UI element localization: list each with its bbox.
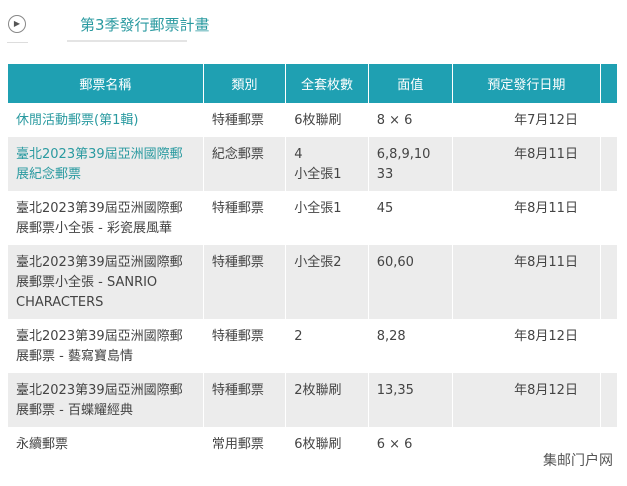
cell-type: 特種郵票: [203, 245, 287, 319]
table-row: 永續郵票 常用郵票 6枚聯刷 6 × 6: [8, 427, 619, 461]
cell-count: 6枚聯刷: [285, 103, 369, 137]
column-header: 面值: [368, 64, 453, 103]
cell-value: 8,28: [368, 319, 453, 373]
table-row: 臺北2023第39屆亞洲國際郵展郵票小全張 - SANRIO CHARACTER…: [8, 245, 619, 319]
cell-extra: [600, 137, 619, 191]
cell-count: 4 小全張1: [285, 137, 369, 191]
cell-count: 2: [285, 319, 369, 373]
cell-count: 2枚聯刷: [285, 373, 369, 427]
page-title: 第3季發行郵票計畫: [80, 16, 210, 34]
cell-count: 小全張2: [285, 245, 369, 319]
cell-type: 特種郵票: [203, 319, 287, 373]
cell-name: 臺北2023第39屆亞洲國際郵展郵票小全張 - 彩瓷展風華: [8, 191, 204, 245]
cell-type: 特種郵票: [203, 103, 287, 137]
cell-extra: [600, 373, 619, 427]
cell-extra: [600, 319, 619, 373]
column-header: [600, 64, 619, 103]
table-row: 休閒活動郵票(第1輯) 特種郵票 6枚聯刷 8 × 6 年7月12日: [8, 103, 619, 137]
expand-arrow-icon[interactable]: ▶: [8, 15, 26, 33]
table-row: 臺北2023第39屆亞洲國際郵展郵票 - 百蝶耀經典 特種郵票 2枚聯刷 13,35 年…: [8, 373, 619, 427]
table-header: 郵票名稱 類別 全套枚數 面值 預定發行日期: [8, 64, 619, 103]
cell-value: 13,35: [368, 373, 453, 427]
cell-name[interactable]: 臺北2023第39屆亞洲國際郵展紀念郵票: [8, 137, 204, 191]
cell-date: 年8月12日: [452, 373, 601, 427]
stamp-plan-table: 郵票名稱 類別 全套枚數 面值 預定發行日期 休閒活動郵票(第1輯) 特種郵票 6枚聯刷 8 …: [8, 64, 619, 461]
cell-type: 紀念郵票: [203, 137, 287, 191]
column-header: 類別: [203, 64, 287, 103]
cell-value: 8 × 6: [368, 103, 453, 137]
table-row: 臺北2023第39屆亞洲國際郵展郵票 - 藝寫寶島情 特種郵票 2 8,28 年8月12…: [8, 319, 619, 373]
divider: [7, 42, 28, 43]
cell-name[interactable]: 休閒活動郵票(第1輯): [8, 103, 204, 137]
cell-type: 常用郵票: [203, 427, 287, 461]
cell-extra: [600, 427, 619, 461]
table-row: 臺北2023第39屆亞洲國際郵展紀念郵票 紀念郵票 4 小全張1 6,8,9,10 3…: [8, 137, 619, 191]
column-header: 郵票名稱: [8, 64, 204, 103]
cell-type: 特種郵票: [203, 191, 287, 245]
cell-extra: [600, 191, 619, 245]
cell-name: 臺北2023第39屆亞洲國際郵展郵票小全張 - SANRIO CHARACTER…: [8, 245, 204, 319]
cell-date: 年7月12日: [452, 103, 601, 137]
cell-name: 臺北2023第39屆亞洲國際郵展郵票 - 百蝶耀經典: [8, 373, 204, 427]
title-underline: [67, 40, 187, 42]
cell-extra: [600, 103, 619, 137]
cell-extra: [600, 245, 619, 319]
cell-date: 年8月12日: [452, 319, 601, 373]
column-header: 預定發行日期: [452, 64, 601, 103]
cell-count: 小全張1: [285, 191, 369, 245]
table-row: 臺北2023第39屆亞洲國際郵展郵票小全張 - 彩瓷展風華 特種郵票 小全張1 45 年…: [8, 191, 619, 245]
cell-date: [452, 427, 601, 461]
column-header: 全套枚數: [285, 64, 369, 103]
cell-name: 永續郵票: [8, 427, 204, 461]
cell-date: 年8月11日: [452, 137, 601, 191]
watermark: 集邮门户网: [543, 453, 613, 469]
cell-name: 臺北2023第39屆亞洲國際郵展郵票 - 藝寫寶島情: [8, 319, 204, 373]
cell-count: 6枚聯刷: [285, 427, 369, 461]
cell-value: 6 × 6: [368, 427, 453, 461]
cell-value: 6,8,9,10 33: [368, 137, 453, 191]
cell-type: 特種郵票: [203, 373, 287, 427]
cell-date: 年8月11日: [452, 191, 601, 245]
cell-value: 45: [368, 191, 453, 245]
cell-date: 年8月11日: [452, 245, 601, 319]
cell-value: 60,60: [368, 245, 453, 319]
